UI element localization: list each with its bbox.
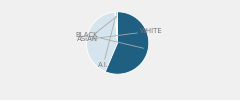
Wedge shape — [86, 12, 118, 72]
Text: BLACK: BLACK — [76, 32, 144, 48]
Wedge shape — [115, 12, 118, 43]
Wedge shape — [116, 12, 118, 43]
Text: WHITE: WHITE — [91, 28, 163, 39]
Text: ASIAN: ASIAN — [77, 16, 117, 42]
Wedge shape — [105, 12, 149, 74]
Text: A.I.: A.I. — [98, 17, 116, 68]
